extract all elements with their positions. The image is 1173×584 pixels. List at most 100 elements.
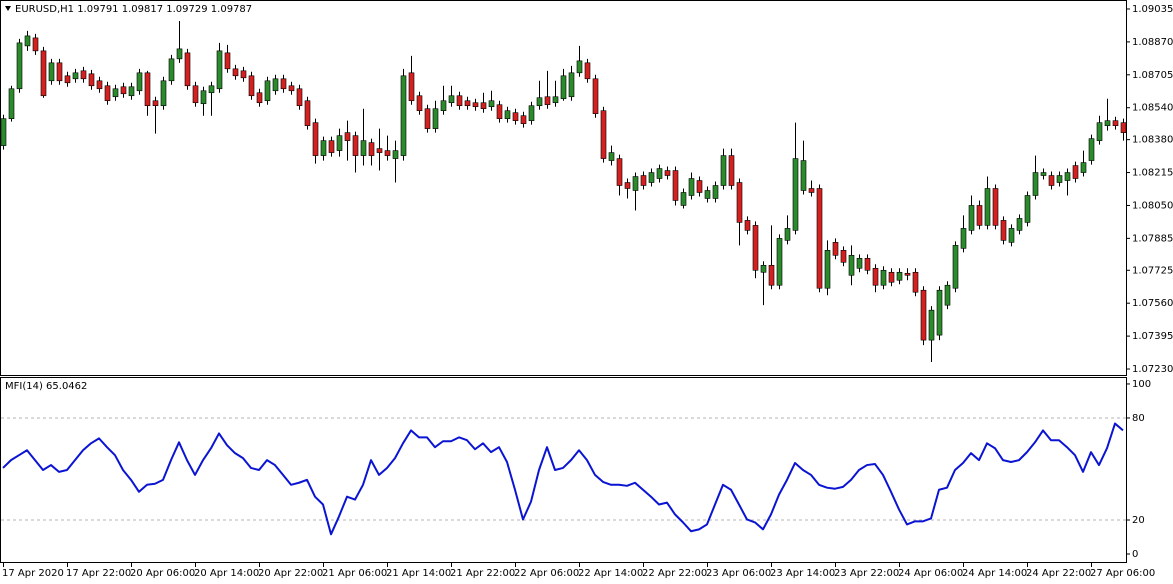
candle-body [536, 97, 543, 107]
candle-body [104, 85, 111, 102]
candle-body [160, 80, 167, 107]
candle-body [912, 271, 919, 293]
candle-body [1056, 175, 1063, 183]
candle-body [296, 88, 303, 107]
candle-body [464, 100, 471, 107]
y-tick-label: 1.07725 [1132, 265, 1173, 276]
candle-body [560, 75, 567, 100]
candle-body [896, 271, 903, 281]
candle-body [800, 160, 807, 191]
candle-body [696, 180, 703, 193]
candle-body [232, 68, 239, 77]
candle-body [264, 80, 271, 102]
x-tick-label: 21 Apr 14:00 [386, 568, 451, 579]
candle-body [200, 90, 207, 105]
candle-body [648, 172, 655, 183]
candle-body [336, 135, 343, 151]
candle-body [904, 272, 911, 276]
candle-body [440, 100, 447, 112]
candle-body [584, 62, 591, 80]
candle-body [48, 62, 55, 82]
candle-body [472, 102, 479, 108]
candle-body [1112, 120, 1119, 126]
candle-body [512, 112, 519, 121]
x-tick-label: 23 Apr 14:00 [770, 568, 835, 579]
candle-body [1080, 162, 1087, 173]
candle-body [864, 258, 871, 271]
candle-body [1032, 172, 1039, 196]
candle-body [976, 205, 983, 226]
x-tick-label: 24 Apr 22:00 [1026, 568, 1091, 579]
candle-body [776, 238, 783, 286]
candle-body [328, 140, 335, 153]
x-tick-label: 22 Apr 06:00 [514, 568, 579, 579]
y-tick-label: 100 [1132, 379, 1151, 390]
mfi-panel-frame [0, 377, 1127, 563]
candle-body [600, 110, 607, 159]
candle-body [432, 108, 439, 129]
candle-body [1024, 195, 1031, 223]
candle-body [704, 190, 711, 199]
candle-body [272, 78, 279, 92]
candle-body [592, 78, 599, 114]
candle-body [400, 75, 407, 156]
candle-body [344, 132, 351, 141]
candle-body [632, 176, 639, 191]
candle-body [944, 284, 951, 306]
candle-body [0, 118, 7, 146]
candle-body [520, 115, 527, 124]
candle-body [888, 271, 895, 283]
candle-body [616, 158, 623, 186]
candle-body [352, 135, 359, 156]
x-tick-label: 21 Apr 06:00 [322, 568, 387, 579]
candle-body [16, 42, 23, 90]
y-tick-label: 1.08870 [1132, 37, 1173, 48]
candle-body [192, 85, 199, 104]
candle-body [1096, 122, 1103, 141]
candle-body [624, 182, 631, 189]
candle-body [32, 37, 39, 52]
candle-body [64, 75, 71, 84]
candle-body [40, 50, 47, 97]
y-tick-label: 1.08705 [1132, 70, 1173, 81]
candle-body [176, 48, 183, 60]
candle-body [1008, 228, 1015, 243]
candle-body [784, 228, 791, 241]
candle-body [488, 100, 495, 108]
candle-body [480, 102, 487, 110]
y-tick-label: 1.08540 [1132, 103, 1173, 114]
candle-body [312, 122, 319, 156]
candle-body [88, 73, 95, 87]
candle-body [184, 52, 191, 87]
candle-body [736, 182, 743, 223]
candle-body [872, 267, 879, 286]
candle-body [256, 92, 263, 104]
candle-body [528, 105, 535, 121]
candle-body [168, 58, 175, 82]
x-tick-label: 23 Apr 22:00 [834, 568, 899, 579]
candle-body [880, 269, 887, 286]
candle-body [576, 60, 583, 74]
candle-body [664, 170, 671, 176]
candle-body [240, 70, 247, 79]
x-tick-label: 20 Apr 06:00 [130, 568, 195, 579]
candle-body [1040, 172, 1047, 176]
chart-title: EURUSD,H1 1.09791 1.09817 1.09729 1.0978… [15, 4, 252, 15]
candle-body [136, 72, 143, 92]
candle-body [832, 242, 839, 256]
candle-body [840, 250, 847, 263]
candle-body [376, 148, 383, 153]
candle-body [248, 75, 255, 97]
x-tick-label: 27 Apr 06:00 [1090, 568, 1155, 579]
candle-body [688, 178, 695, 196]
candle-body [96, 80, 103, 90]
candle-body [984, 188, 991, 226]
candle-body [504, 110, 511, 119]
symbol-icon [5, 6, 11, 11]
candle-body [152, 100, 159, 107]
y-tick-label: 1.09035 [1132, 4, 1173, 15]
candle-body [120, 86, 127, 95]
candle-body [792, 158, 799, 231]
indicator-title: MFI(14) 65.0462 [5, 381, 87, 392]
